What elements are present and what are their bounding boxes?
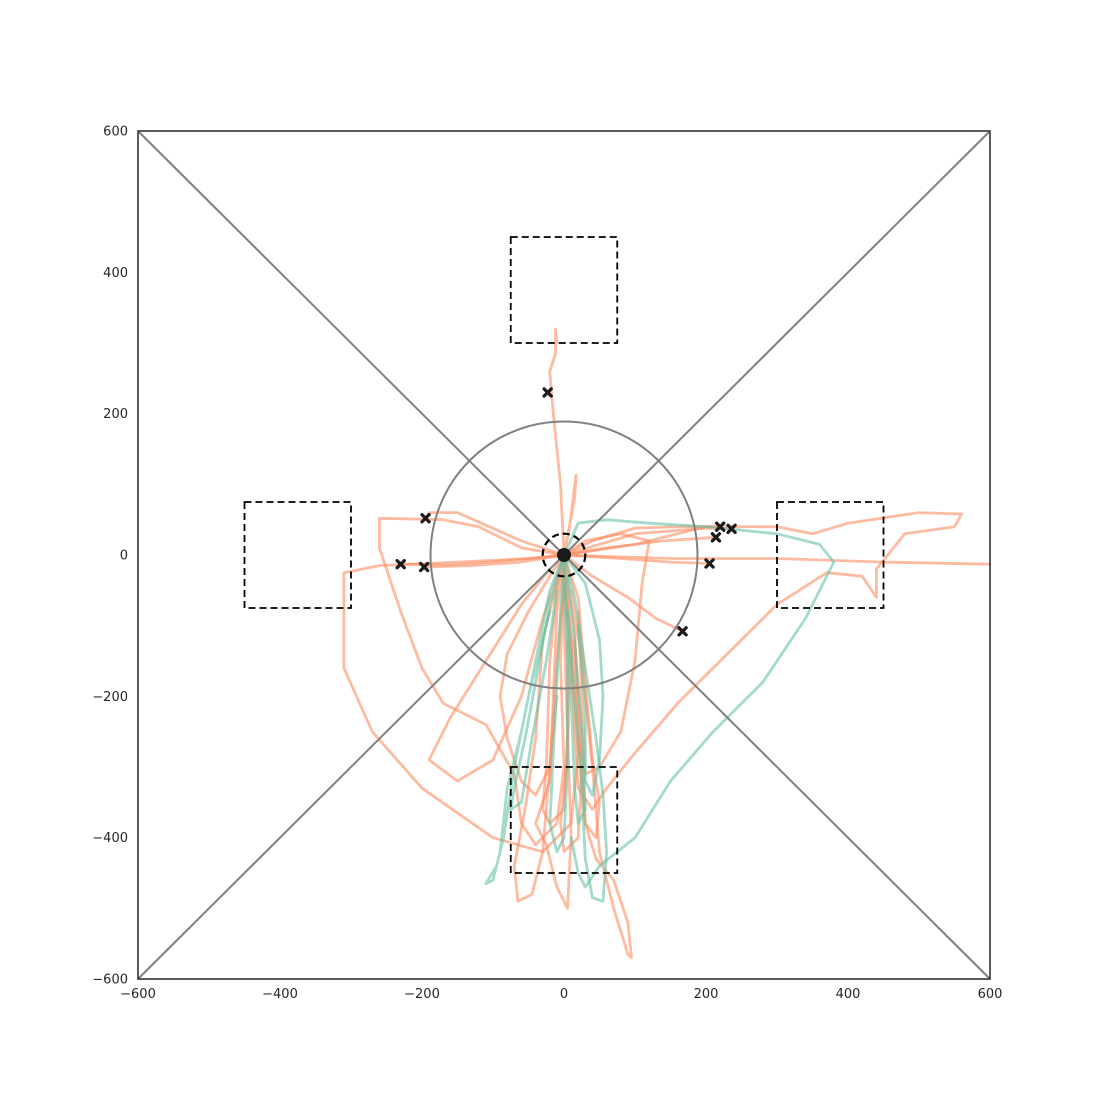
plot-area xyxy=(137,130,991,980)
trajectory-orange-12 xyxy=(427,553,566,783)
target-box-bottom xyxy=(509,766,619,874)
end-marker-4 xyxy=(418,561,430,573)
trajectory-orange-23 xyxy=(498,553,566,797)
trajectory-green-28 xyxy=(562,553,587,825)
y-tick-label: 0 xyxy=(120,549,128,564)
trajectory-orange-9 xyxy=(422,553,566,569)
y-tick-label: −400 xyxy=(92,831,128,846)
x-tick-label: 400 xyxy=(836,987,861,1002)
trajectory-green-27 xyxy=(548,553,569,854)
trajectory-orange-10 xyxy=(377,516,566,847)
x-tick-label: 200 xyxy=(694,987,719,1002)
x-tick-label: −400 xyxy=(262,987,298,1002)
end-marker-3 xyxy=(395,558,406,570)
x-tick-label: −600 xyxy=(120,987,156,1002)
end-marker-6 xyxy=(726,523,737,535)
start-circle xyxy=(541,532,587,578)
x-axis: −600 −400 −200 0 200 400 600 xyxy=(120,987,1002,1002)
x-tick-label: 600 xyxy=(978,987,1003,1002)
start-point xyxy=(557,548,571,562)
y-tick-label: 200 xyxy=(103,407,128,422)
end-marker-9 xyxy=(677,626,688,637)
trajectory-green-29 xyxy=(509,553,566,811)
trajectory-orange-5 xyxy=(548,327,566,557)
end-marker-8 xyxy=(704,558,715,569)
outer-circle xyxy=(429,420,699,690)
trajectory-orange-6 xyxy=(562,473,578,557)
target-box-right xyxy=(776,501,885,609)
x-tick-label: 0 xyxy=(560,987,568,1002)
trajectories xyxy=(342,327,990,960)
y-axis: −600 −400 −200 0 200 400 600 xyxy=(92,125,128,988)
target-box-left xyxy=(243,501,352,609)
x-tick-label: −200 xyxy=(404,987,440,1002)
y-tick-label: −600 xyxy=(92,973,128,988)
trajectory-green-26 xyxy=(562,553,608,903)
target-box-top xyxy=(509,236,619,344)
end-marker-2 xyxy=(420,513,431,524)
y-tick-label: −200 xyxy=(92,690,128,705)
end-marker-7 xyxy=(710,532,722,543)
y-tick-label: 400 xyxy=(103,266,128,281)
end-marker-1 xyxy=(542,387,553,398)
trajectory-orange-17 xyxy=(562,553,684,633)
trajectory-orange-19 xyxy=(562,511,963,811)
y-tick-label: 600 xyxy=(103,125,128,140)
end-marker-5 xyxy=(715,521,726,532)
axes-frame xyxy=(137,130,991,980)
trajectory-green-30 xyxy=(562,553,605,797)
